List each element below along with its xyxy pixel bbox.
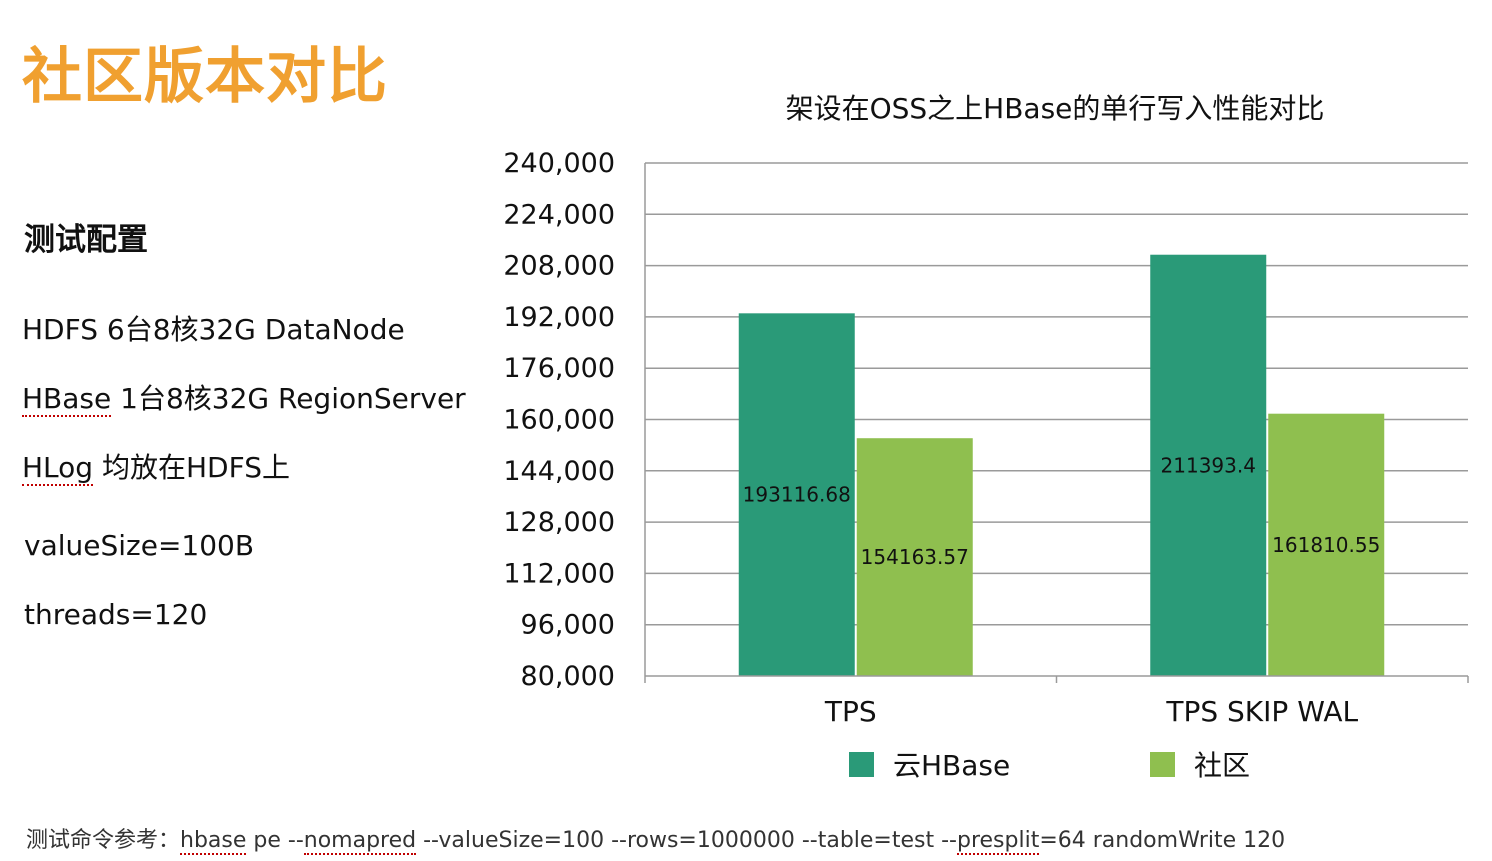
footer-text-3: =64 randomWrite 120	[1039, 828, 1286, 853]
config-line-valuesize: valueSize=100B	[24, 529, 255, 562]
footer-word-hbase: hbase	[180, 828, 247, 855]
spellcheck-word-hbase: HBase	[22, 382, 112, 417]
legend-label-1: 社区	[1194, 749, 1250, 782]
footer-command: 测试命令参考：hbase pe --nomapred --valueSize=1…	[26, 822, 1286, 855]
y-tick-label-8: 208,000	[503, 251, 615, 282]
bar-1-1	[1268, 413, 1385, 676]
x-category-label-1: TPS SKIP WAL	[1165, 695, 1358, 728]
bar-1-0	[856, 438, 973, 676]
footer-text-2: --valueSize=100 --rows=1000000 --table=t…	[416, 828, 957, 853]
y-tick-label-7: 192,000	[503, 302, 615, 333]
footer-word-nomapred: nomapred	[303, 828, 417, 855]
x-axis-category-labels: TPS TPS SKIP WAL	[824, 695, 1359, 728]
y-tick-label-6: 176,000	[503, 353, 615, 384]
config-line-hlog: HLog 均放在HDFS上	[22, 446, 290, 486]
y-tick-label-10: 240,000	[503, 148, 615, 179]
chart-data-labels: 193116.68 154163.57 211393.4 161810.55	[743, 453, 1381, 569]
footer-text-1: pe --	[246, 828, 304, 853]
y-axis-tick-labels: 80,000 96,000 112,000 128,000 144,000 160,000…	[503, 148, 615, 692]
config-heading: 测试配置	[24, 222, 148, 258]
config-line-hbase: HBase 1台8核32G RegionServer	[22, 377, 466, 417]
data-label-1-1: 161810.55	[1272, 533, 1380, 557]
y-tick-label-9: 224,000	[503, 199, 615, 230]
config-line-hlog-text: 均放在HDFS上	[93, 451, 290, 484]
footer-prefix: 测试命令参考：	[26, 828, 181, 853]
x-category-label-0: TPS	[824, 695, 877, 728]
y-tick-label-3: 128,000	[503, 507, 615, 538]
spellcheck-word-hlog: HLog	[22, 451, 94, 486]
y-tick-label-5: 160,000	[503, 405, 615, 436]
chart-legend: 云HBase 社区	[849, 749, 1250, 782]
bar-0-1	[1150, 254, 1267, 676]
data-label-0-0: 193116.68	[743, 483, 851, 507]
data-label-0-1: 211393.4	[1161, 453, 1256, 477]
chart-bars	[738, 254, 1385, 676]
config-line-hbase-text: 1台8核32G RegionServer	[111, 382, 466, 415]
y-tick-label-4: 144,000	[503, 456, 615, 487]
footer-word-presplit: presplit	[956, 828, 1040, 855]
legend-label-0: 云HBase	[893, 749, 1010, 782]
chart-axes	[644, 163, 1469, 683]
y-tick-label-2: 112,000	[503, 558, 615, 589]
config-line-threads: threads=120	[24, 598, 208, 631]
y-tick-label-0: 80,000	[521, 661, 615, 692]
data-label-1-0: 154163.57	[861, 545, 969, 569]
legend-swatch-1	[1150, 752, 1175, 777]
legend-swatch-0	[849, 752, 874, 777]
config-line-hdfs: HDFS 6台8核32G DataNode	[22, 313, 405, 346]
chart-title: 架设在OSS之上HBase的单行写入性能对比	[786, 92, 1325, 125]
bar-0-0	[738, 313, 855, 676]
slide-title: 社区版本对比	[22, 42, 388, 112]
y-tick-label-1: 96,000	[521, 610, 615, 641]
